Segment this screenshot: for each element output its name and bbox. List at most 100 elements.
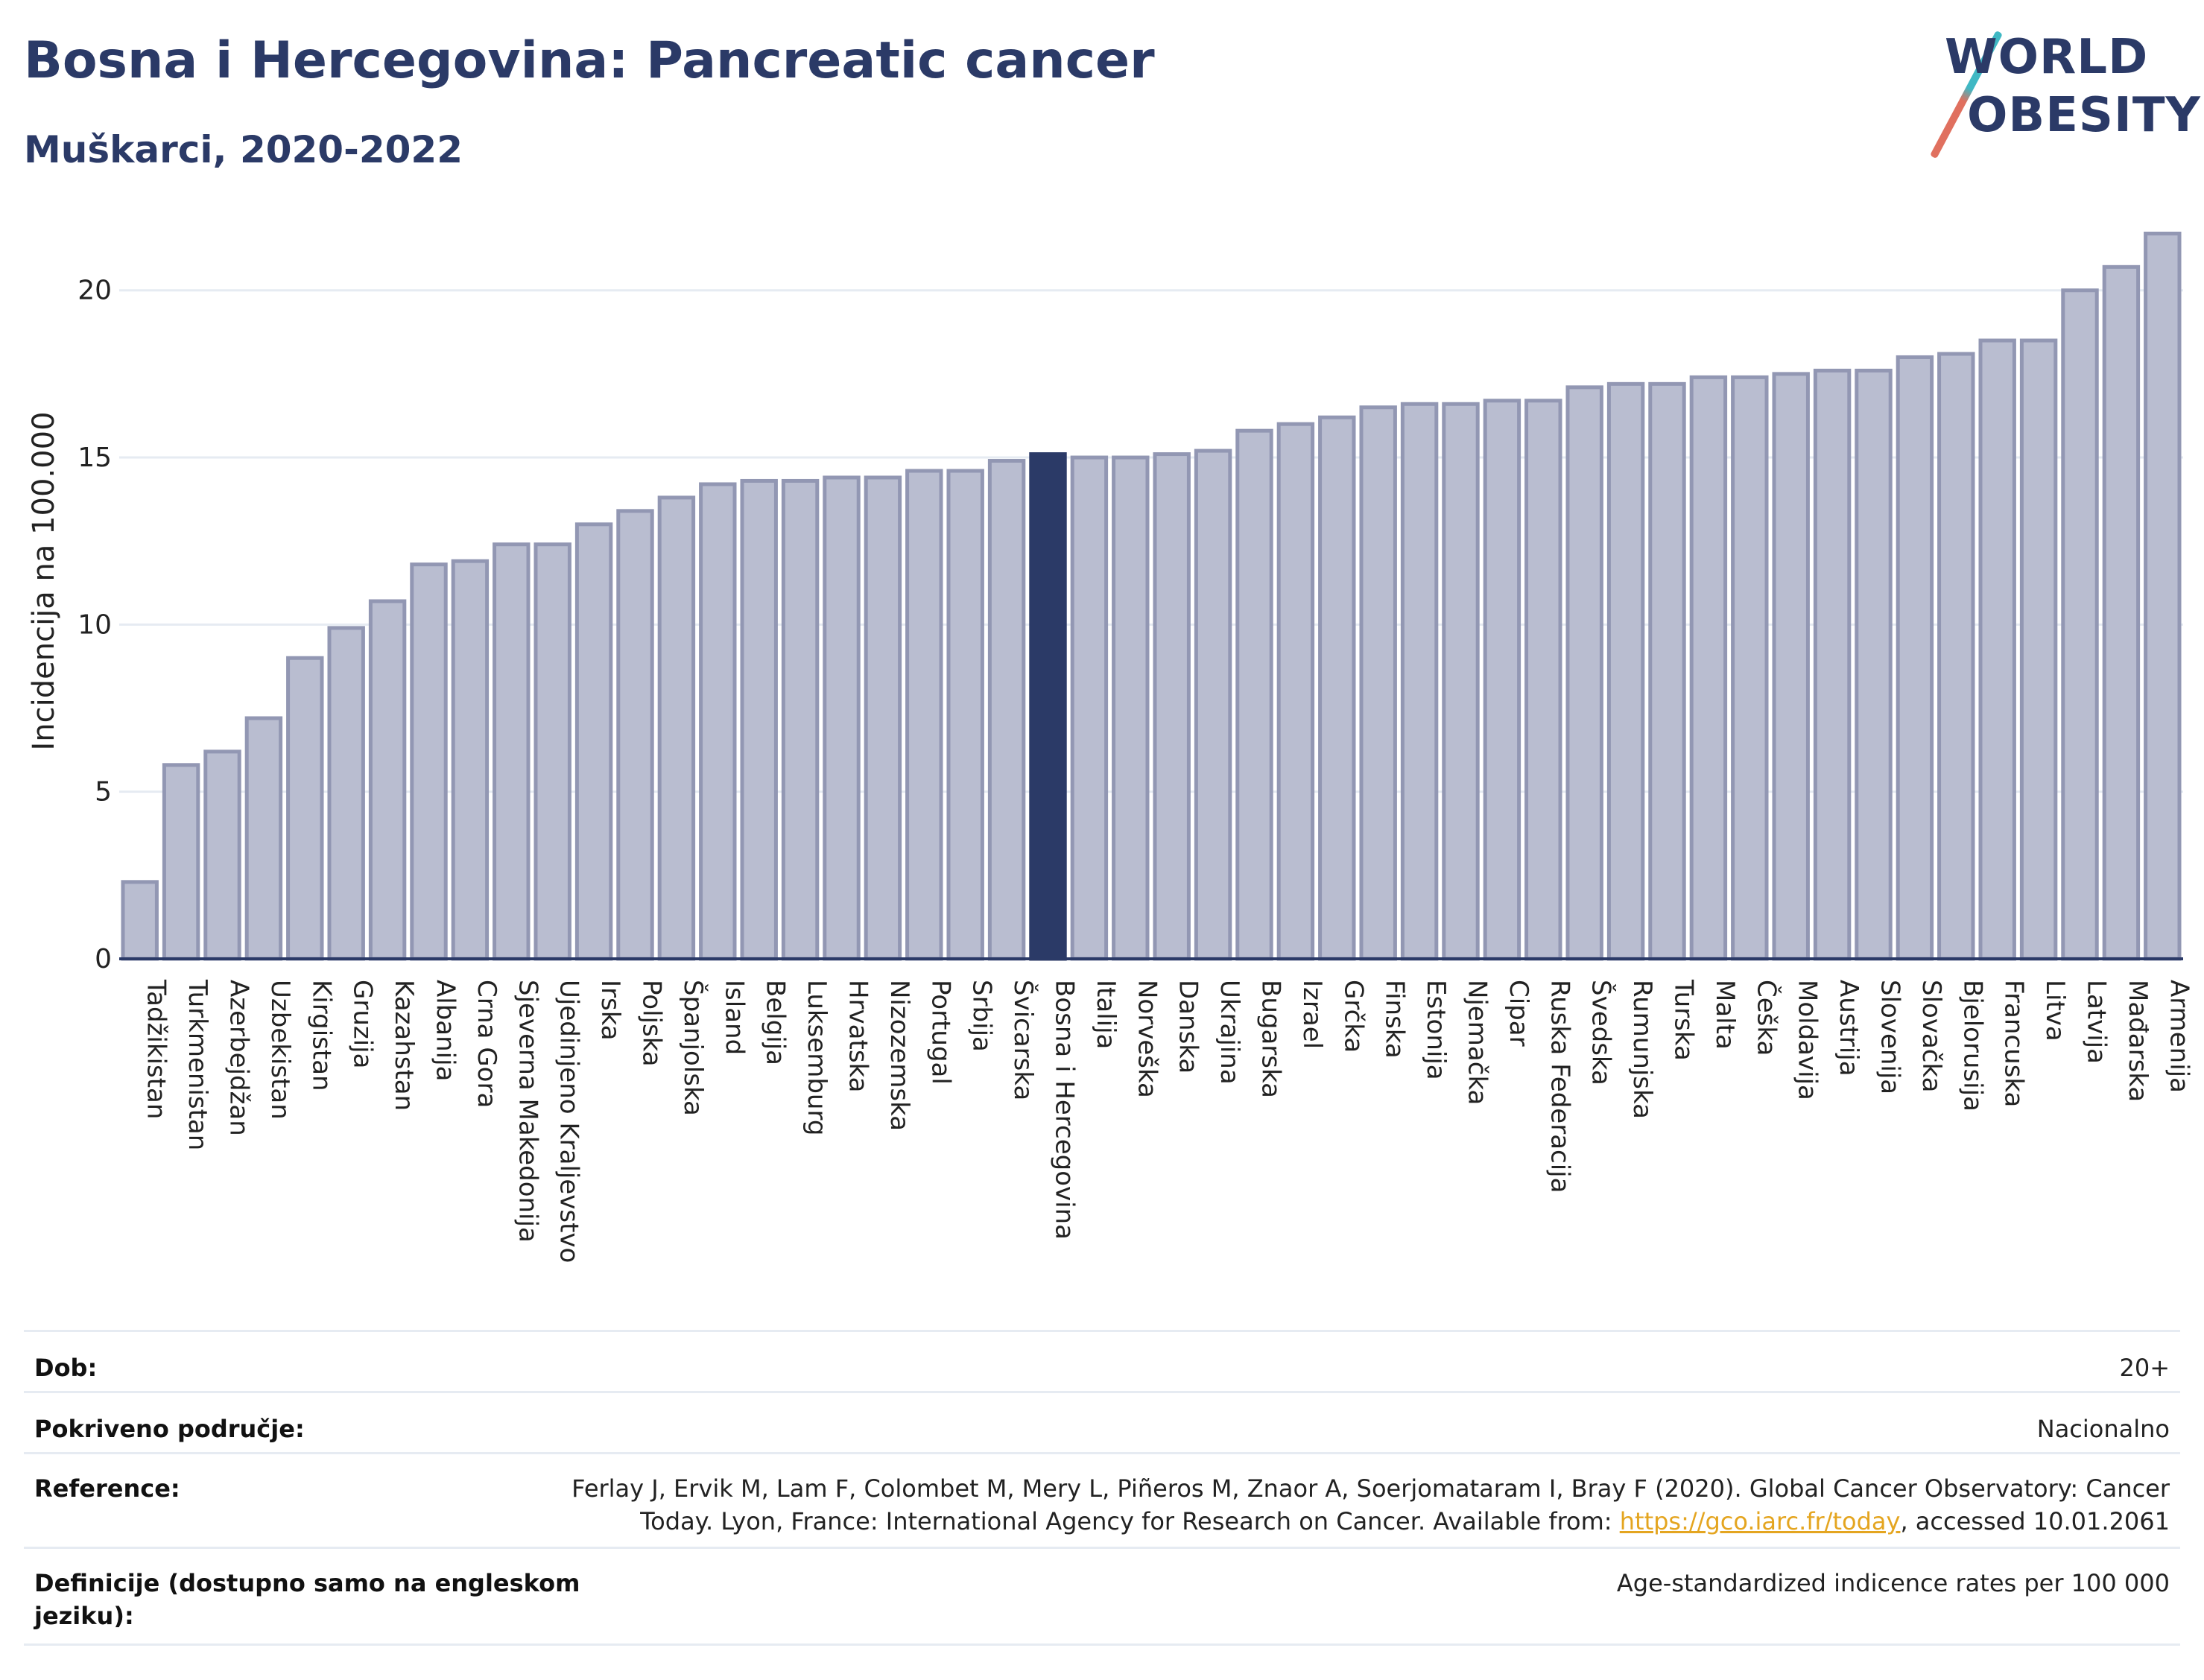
- x-tick-label: Turska: [1669, 979, 1699, 1061]
- bar[interactable]: [162, 763, 200, 961]
- x-tick-label: Moldavija: [1793, 980, 1823, 1100]
- bar[interactable]: [2102, 264, 2141, 961]
- bar[interactable]: [1318, 415, 1356, 961]
- bar[interactable]: [1648, 381, 1686, 961]
- x-tick-label: Italija: [1091, 980, 1121, 1049]
- bar[interactable]: [987, 459, 1026, 961]
- x-tick-label: Češka: [1751, 980, 1782, 1056]
- x-tick-label: Belgija: [761, 980, 791, 1065]
- bar[interactable]: [657, 495, 696, 961]
- meta-value-reference: Ferlay J, Ervik M, Lam F, Colombet M, Me…: [571, 1472, 2170, 1538]
- bar[interactable]: [493, 542, 531, 961]
- logo-word-world: WORLD: [1945, 30, 2149, 85]
- x-tick-label: Slovenija: [1875, 980, 1905, 1094]
- world-obesity-logo[interactable]: WORLD OBESITY: [1929, 30, 2200, 164]
- bar[interactable]: [1606, 381, 1645, 961]
- x-tick-label: Sjeverna Makedonija: [513, 980, 542, 1243]
- bar[interactable]: [286, 656, 324, 961]
- bar[interactable]: [864, 475, 902, 961]
- bar[interactable]: [1400, 402, 1439, 961]
- bar[interactable]: [1483, 399, 1521, 961]
- bar[interactable]: [1937, 352, 1975, 961]
- meta-row-definitions: Definicije (dostupno samo na engleskom j…: [24, 1547, 2180, 1646]
- bar[interactable]: [1070, 455, 1109, 961]
- x-tick-label: Crna Gora: [472, 980, 501, 1108]
- x-tick-label: Gruzija: [348, 980, 378, 1068]
- x-tick-label: Poljska: [637, 980, 667, 1067]
- bar[interactable]: [1855, 368, 1893, 961]
- x-tick-label: Švicarska: [1008, 980, 1039, 1100]
- x-tick-label: Ukrajina: [1215, 980, 1244, 1085]
- bar[interactable]: [2061, 288, 2099, 961]
- bar[interactable]: [1524, 399, 1562, 961]
- bar[interactable]: [616, 509, 654, 961]
- x-tick-label: Njemačka: [1463, 980, 1492, 1105]
- x-tick-label: Azerbejdžan: [224, 980, 254, 1136]
- bar[interactable]: [121, 880, 159, 961]
- bar[interactable]: [905, 469, 943, 961]
- bar[interactable]: [2144, 231, 2182, 961]
- reference-line-2-end: , accessed 10.01.2061: [1900, 1507, 2170, 1535]
- x-tick-label: Hrvatska: [843, 980, 873, 1092]
- bar[interactable]: [1772, 372, 1810, 961]
- bar[interactable]: [1276, 422, 1315, 961]
- x-tick-label: Luksemburg: [802, 980, 832, 1135]
- meta-key-age: Dob:: [34, 1354, 98, 1382]
- bar[interactable]: [451, 559, 490, 961]
- bar[interactable]: [533, 542, 571, 961]
- bar[interactable]: [1896, 355, 1934, 961]
- x-tick-label: Mađarska: [2123, 980, 2153, 1102]
- bar[interactable]: [410, 562, 448, 961]
- bar[interactable]: [781, 478, 820, 961]
- bar[interactable]: [1153, 452, 1191, 961]
- meta-key-definitions: Definicije (dostupno samo na engleskom j…: [34, 1567, 580, 1632]
- bar[interactable]: [1978, 338, 2016, 961]
- chart-title: Bosna i Hercegovina: Pancreatic cancer: [24, 31, 1155, 90]
- bar[interactable]: [699, 482, 737, 961]
- bar[interactable]: [574, 522, 613, 961]
- bar[interactable]: [1565, 385, 1603, 961]
- reference-link[interactable]: https://gco.iarc.fr/today: [1619, 1507, 1901, 1535]
- bar[interactable]: [2019, 338, 2058, 961]
- bar[interactable]: [1359, 405, 1397, 961]
- meta-row-reference: Reference: Ferlay J, Ervik M, Lam F, Col…: [24, 1452, 2180, 1549]
- x-tick-label: Norveška: [1132, 980, 1162, 1098]
- bar[interactable]: [1194, 448, 1232, 961]
- bar[interactable]: [823, 475, 861, 961]
- bar[interactable]: [1813, 368, 1852, 961]
- x-tick-label: Kazahstan: [389, 980, 419, 1111]
- definitions-key-line-1: Definicije (dostupno samo na engleskom: [34, 1569, 580, 1597]
- bar[interactable]: [244, 716, 283, 961]
- y-tick-label: 0: [95, 944, 112, 974]
- meta-value-definitions: Age-standardized indicence rates per 100…: [1616, 1569, 2170, 1597]
- bars: [121, 231, 2182, 961]
- y-tick-label: 15: [77, 443, 112, 473]
- bar[interactable]: [946, 469, 984, 961]
- bar[interactable]: [1442, 402, 1480, 961]
- y-tick-label: 20: [77, 276, 112, 306]
- bar[interactable]: [1731, 375, 1769, 961]
- bar-chart: 0 5 10 15 20 Tadžikistan Turkmenistan Azerbejd…: [27, 231, 2194, 1263]
- reference-line-2: Today. Lyon, France: International Agenc…: [571, 1505, 2170, 1538]
- bar[interactable]: [1235, 428, 1273, 961]
- bar[interactable]: [740, 478, 778, 961]
- bar[interactable]: [327, 626, 365, 961]
- x-tick-label: Malta: [1710, 980, 1740, 1050]
- meta-value-age: 20+: [2119, 1354, 2170, 1382]
- y-axis-title: Incidencija na 100.000: [27, 411, 61, 750]
- x-tick-label: Latvija: [2082, 980, 2112, 1064]
- bar[interactable]: [368, 599, 407, 961]
- x-tick-label: Albanija: [431, 980, 460, 1081]
- x-tick-label: Srbija: [967, 980, 997, 1052]
- bar[interactable]: [203, 749, 241, 961]
- x-tick-label: Francuska: [1999, 980, 2029, 1107]
- x-tick-label: Irska: [595, 980, 625, 1041]
- bar[interactable]: [1689, 375, 1728, 961]
- x-tick-label: Turkmenistan: [183, 979, 212, 1150]
- definitions-key-line-2: jeziku):: [34, 1602, 134, 1630]
- bar-highlight[interactable]: [1029, 452, 1067, 961]
- x-tick-label: Tadžikistan: [142, 979, 171, 1119]
- reference-line-1: Ferlay J, Ervik M, Lam F, Colombet M, Me…: [571, 1474, 2170, 1503]
- y-tick-label: 5: [95, 777, 112, 808]
- bar[interactable]: [1112, 455, 1150, 961]
